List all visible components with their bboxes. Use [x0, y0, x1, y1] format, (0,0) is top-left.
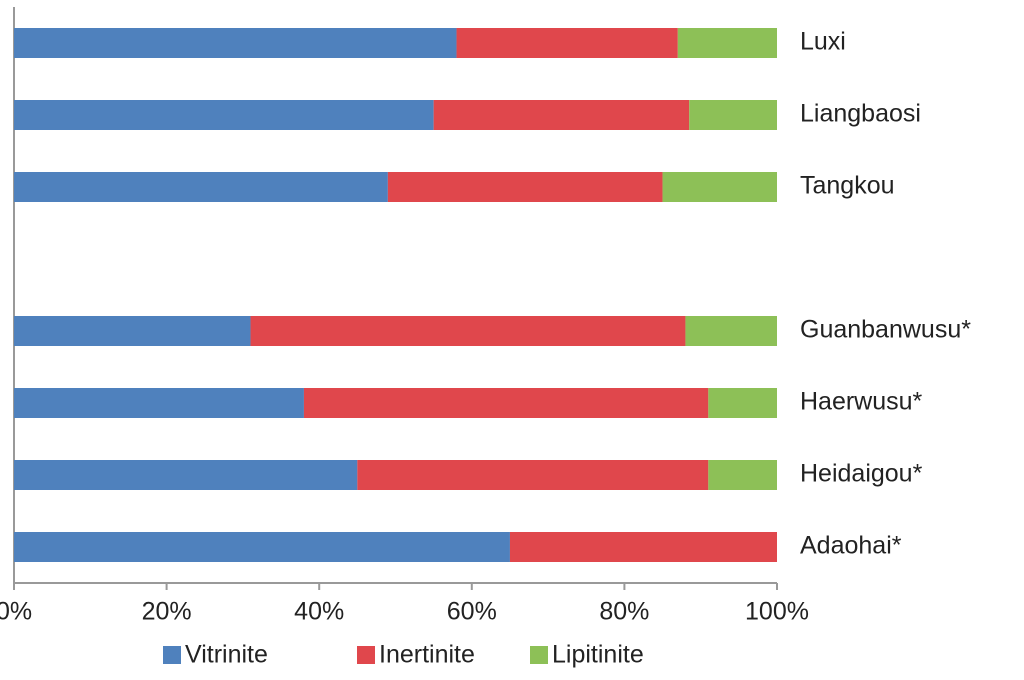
bar-segment — [14, 172, 388, 202]
bar-segment — [14, 316, 251, 346]
bar-segment — [685, 316, 777, 346]
category-label: Liangbaosi — [800, 100, 921, 128]
legend-swatch — [530, 646, 548, 664]
legend-swatch — [163, 646, 181, 664]
legend-label: Vitrinite — [185, 641, 268, 669]
x-tick-label: 0% — [0, 598, 32, 626]
x-tick-label: 80% — [599, 598, 649, 626]
x-tick-label: 100% — [745, 598, 809, 626]
legend-label: Inertinite — [379, 641, 475, 669]
bar-segment — [387, 172, 663, 202]
legend-swatch — [357, 646, 375, 664]
bar-segment — [456, 28, 678, 58]
bar-segment — [14, 388, 304, 418]
bar-segment — [689, 100, 777, 130]
x-tick-label: 20% — [142, 598, 192, 626]
bar-segment — [509, 532, 777, 562]
legend-label: Lipitinite — [552, 641, 644, 669]
bar-segment — [250, 316, 686, 346]
bar-segment — [708, 388, 777, 418]
bar-segment — [14, 460, 358, 490]
bar-segment — [433, 100, 690, 130]
x-tick-label: 60% — [447, 598, 497, 626]
bar-segment — [14, 28, 457, 58]
bar-segment — [677, 28, 777, 58]
category-label: Heidaigou* — [800, 460, 923, 488]
category-label: Guanbanwusu* — [800, 316, 971, 344]
x-tick-label: 40% — [294, 598, 344, 626]
bar-segment — [14, 532, 510, 562]
category-label: Luxi — [800, 28, 846, 56]
bar-segment — [662, 172, 777, 202]
bar-segment — [708, 460, 777, 490]
category-label: Tangkou — [800, 172, 895, 200]
category-label: Adaohai* — [800, 532, 902, 560]
bar-segment — [303, 388, 709, 418]
bar-segment — [357, 460, 709, 490]
bar-segment — [14, 100, 434, 130]
category-label: Haerwusu* — [800, 388, 923, 416]
